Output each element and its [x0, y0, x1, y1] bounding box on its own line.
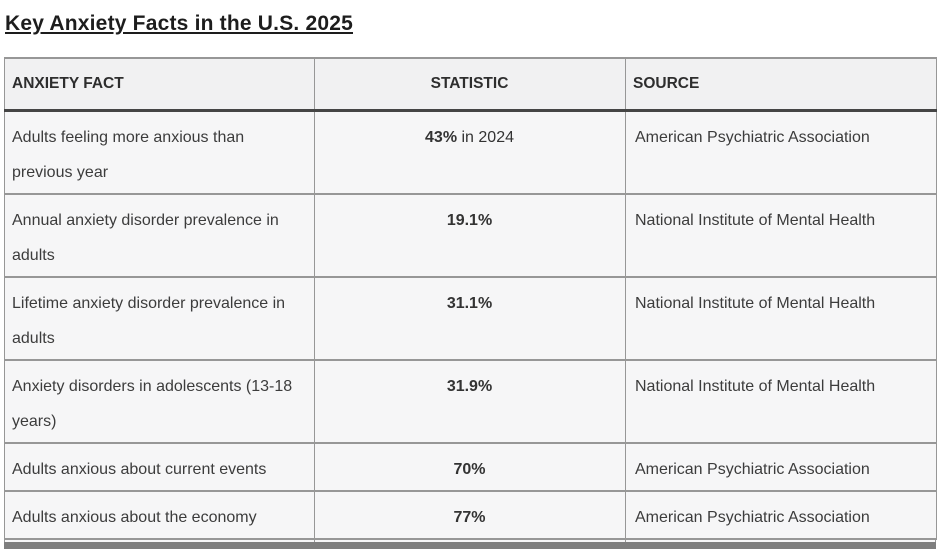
source-cell: American Psychiatric Association [625, 441, 937, 492]
fact-cell: Lifetime anxiety disorder prevalence in … [4, 275, 315, 361]
cutoff-cell [625, 539, 936, 542]
source-cell: American Psychiatric Association [625, 489, 937, 540]
column-header-anxiety-fact: ANXIETY FACT [4, 57, 315, 112]
statistic-value: 19.1% [446, 211, 493, 229]
fact-cell: Anxiety disorders in adolescents (13-18 … [4, 358, 315, 444]
statistic-suffix: in 2024 [457, 128, 514, 146]
source-cell: American Psychiatric Association [625, 109, 937, 195]
table-header-row: ANXIETY FACT STATISTIC SOURCE [4, 57, 937, 112]
page-title: Key Anxiety Facts in the U.S. 2025 [5, 12, 353, 35]
cutoff-dark-band [4, 541, 936, 549]
table-row: Adults feeling more anxious than previou… [4, 109, 937, 195]
statistic-value: 43% [425, 128, 458, 146]
statistic-cell: 77% [314, 489, 626, 540]
cutoff-next-row [4, 539, 936, 542]
cutoff-cell [314, 539, 625, 542]
statistic-value: 31.1% [446, 294, 493, 312]
column-header-source: SOURCE [625, 57, 937, 112]
table-row: Adults anxious about the economy 77% Ame… [4, 489, 937, 540]
statistic-cell: 31.9% [314, 358, 626, 444]
statistic-value: 70% [453, 460, 486, 478]
fact-cell: Annual anxiety disorder prevalence in ad… [4, 192, 315, 278]
table-body: Adults feeling more anxious than previou… [4, 109, 937, 540]
fact-cell: Adults feeling more anxious than previou… [4, 109, 315, 195]
table-row: Anxiety disorders in adolescents (13-18 … [4, 358, 937, 444]
statistic-cell: 31.1% [314, 275, 626, 361]
fact-cell: Adults anxious about the economy [4, 489, 315, 540]
source-cell: National Institute of Mental Health [625, 358, 937, 444]
table-row: Adults anxious about current events 70% … [4, 441, 937, 492]
statistic-cell: 19.1% [314, 192, 626, 278]
source-cell: National Institute of Mental Health [625, 275, 937, 361]
statistic-value: 31.9% [446, 377, 493, 395]
anxiety-facts-table: ANXIETY FACT STATISTIC SOURCE Adults fee… [4, 57, 937, 540]
table-row: Annual anxiety disorder prevalence in ad… [4, 192, 937, 278]
fact-cell: Adults anxious about current events [4, 441, 315, 492]
source-cell: National Institute of Mental Health [625, 192, 937, 278]
table-row: Lifetime anxiety disorder prevalence in … [4, 275, 937, 361]
column-header-statistic: STATISTIC [314, 57, 626, 112]
statistic-cell: 70% [314, 441, 626, 492]
statistic-cell: 43% in 2024 [314, 109, 626, 195]
cutoff-cell [4, 539, 314, 542]
statistic-value: 77% [453, 508, 486, 526]
